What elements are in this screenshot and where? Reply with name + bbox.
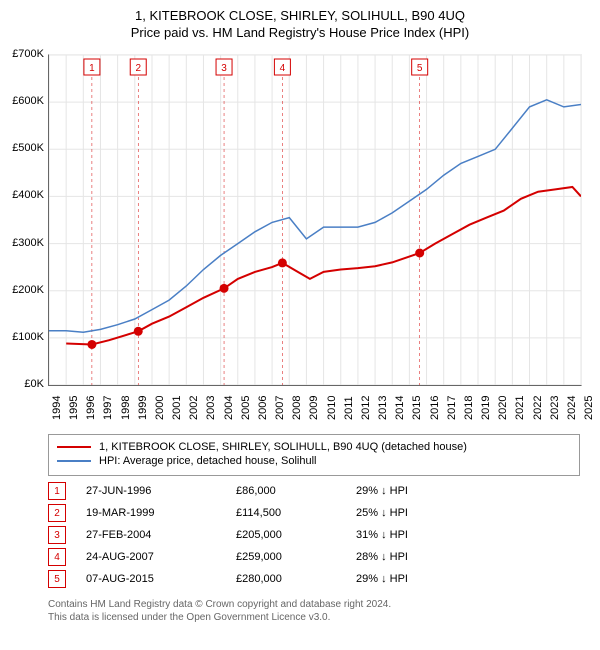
x-tick-label: 2011 xyxy=(343,396,355,420)
transaction-row: 3 27-FEB-2004£205,00031% ↓ HPI xyxy=(48,524,580,546)
x-tick-label: 2000 xyxy=(154,396,166,420)
y-tick-label: £600K xyxy=(4,95,44,107)
y-tick-label: £0K xyxy=(4,378,44,390)
legend-swatch-hpi xyxy=(57,460,91,462)
tx-price: £259,000 xyxy=(236,551,356,563)
x-tick-label: 2024 xyxy=(566,396,578,420)
tx-price: £86,000 xyxy=(236,485,356,497)
x-tick-label: 2001 xyxy=(171,396,183,420)
transaction-row: 5 07-AUG-2015£280,00029% ↓ HPI xyxy=(48,568,580,590)
x-axis-labels: 1994 1995 1996 1997 1998 1999 2000 2001 2002 2003… xyxy=(48,388,580,434)
tx-diff: 31% ↓ HPI xyxy=(356,529,476,541)
legend: 1, KITEBROOK CLOSE, SHIRLEY, SOLIHULL, B… xyxy=(48,434,580,476)
transaction-table: 127-JUN-1996£86,00029% ↓ HPI219-MAR-1999… xyxy=(48,480,580,590)
x-tick-label: 2021 xyxy=(514,396,526,420)
x-tick-label: 2006 xyxy=(257,396,269,420)
x-tick-label: 2023 xyxy=(549,396,561,420)
tx-date: 27-JUN-1996 xyxy=(86,485,236,497)
tx-badge: 5 xyxy=(48,570,66,588)
tx-badge: 3 xyxy=(48,526,66,544)
tx-price: £114,500 xyxy=(236,507,356,519)
tx-badge: 2 xyxy=(48,504,66,522)
legend-row-property: 1, KITEBROOK CLOSE, SHIRLEY, SOLIHULL, B… xyxy=(57,441,571,453)
y-tick-label: £400K xyxy=(4,189,44,201)
tx-badge: 1 xyxy=(48,482,66,500)
svg-text:4: 4 xyxy=(280,63,286,74)
y-tick-label: £300K xyxy=(4,237,44,249)
tx-badge: 4 xyxy=(48,548,66,566)
x-tick-label: 2019 xyxy=(480,396,492,420)
y-tick-label: £200K xyxy=(4,284,44,296)
tx-diff: 25% ↓ HPI xyxy=(356,507,476,519)
tx-price: £205,000 xyxy=(236,529,356,541)
transaction-row: 2 19-MAR-1999£114,50025% ↓ HPI xyxy=(48,502,580,524)
x-tick-label: 2022 xyxy=(532,396,544,420)
x-tick-label: 2013 xyxy=(377,396,389,420)
svg-text:1: 1 xyxy=(89,63,95,74)
svg-text:2: 2 xyxy=(135,63,141,74)
x-tick-label: 2008 xyxy=(291,396,303,420)
x-tick-label: 2020 xyxy=(497,396,509,420)
price-chart: 1 2 3 4 5 xyxy=(48,54,582,386)
tx-date: 24-AUG-2007 xyxy=(86,551,236,563)
tx-diff: 29% ↓ HPI xyxy=(356,485,476,497)
x-tick-label: 2017 xyxy=(446,396,458,420)
chart-svg: 1 2 3 4 5 xyxy=(49,55,581,385)
x-tick-label: 2004 xyxy=(223,396,235,420)
legend-swatch-property xyxy=(57,446,91,448)
x-tick-label: 2010 xyxy=(326,396,338,420)
footer: Contains HM Land Registry data © Crown c… xyxy=(48,598,578,624)
legend-label-property: 1, KITEBROOK CLOSE, SHIRLEY, SOLIHULL, B… xyxy=(99,441,467,453)
svg-text:3: 3 xyxy=(221,63,227,74)
x-tick-label: 2002 xyxy=(188,396,200,420)
x-tick-label: 2009 xyxy=(308,396,320,420)
title-line-2: Price paid vs. HM Land Registry's House … xyxy=(0,25,600,42)
x-tick-label: 2003 xyxy=(205,396,217,420)
svg-text:5: 5 xyxy=(417,63,423,74)
y-tick-label: £100K xyxy=(4,331,44,343)
x-tick-label: 2012 xyxy=(360,396,372,420)
tx-diff: 28% ↓ HPI xyxy=(356,551,476,563)
tx-date: 27-FEB-2004 xyxy=(86,529,236,541)
tx-diff: 29% ↓ HPI xyxy=(356,573,476,585)
transaction-row: 4 24-AUG-2007£259,00028% ↓ HPI xyxy=(48,546,580,568)
transaction-row: 1 27-JUN-1996£86,00029% ↓ HPI xyxy=(48,480,580,502)
footer-line-2: This data is licensed under the Open Gov… xyxy=(48,611,578,624)
x-tick-label: 2005 xyxy=(240,396,252,420)
tx-price: £280,000 xyxy=(236,573,356,585)
x-tick-label: 2014 xyxy=(394,396,406,420)
x-tick-label: 1998 xyxy=(120,396,132,420)
x-tick-label: 1995 xyxy=(68,396,80,420)
tx-date: 19-MAR-1999 xyxy=(86,507,236,519)
x-tick-label: 2016 xyxy=(429,396,441,420)
x-tick-label: 1996 xyxy=(85,396,97,420)
x-tick-label: 1999 xyxy=(137,396,149,420)
x-tick-label: 1994 xyxy=(51,396,63,420)
legend-label-hpi: HPI: Average price, detached house, Soli… xyxy=(99,455,317,467)
chart-title-area: 1, KITEBROOK CLOSE, SHIRLEY, SOLIHULL, B… xyxy=(0,0,600,42)
y-tick-label: £500K xyxy=(4,142,44,154)
legend-row-hpi: HPI: Average price, detached house, Soli… xyxy=(57,455,571,467)
x-tick-label: 2025 xyxy=(583,396,595,420)
title-line-1: 1, KITEBROOK CLOSE, SHIRLEY, SOLIHULL, B… xyxy=(0,8,600,25)
x-tick-label: 2015 xyxy=(411,396,423,420)
footer-line-1: Contains HM Land Registry data © Crown c… xyxy=(48,598,578,611)
y-tick-label: £700K xyxy=(4,48,44,60)
x-tick-label: 2007 xyxy=(274,396,286,420)
x-tick-label: 2018 xyxy=(463,396,475,420)
tx-date: 07-AUG-2015 xyxy=(86,573,236,585)
x-tick-label: 1997 xyxy=(102,396,114,420)
